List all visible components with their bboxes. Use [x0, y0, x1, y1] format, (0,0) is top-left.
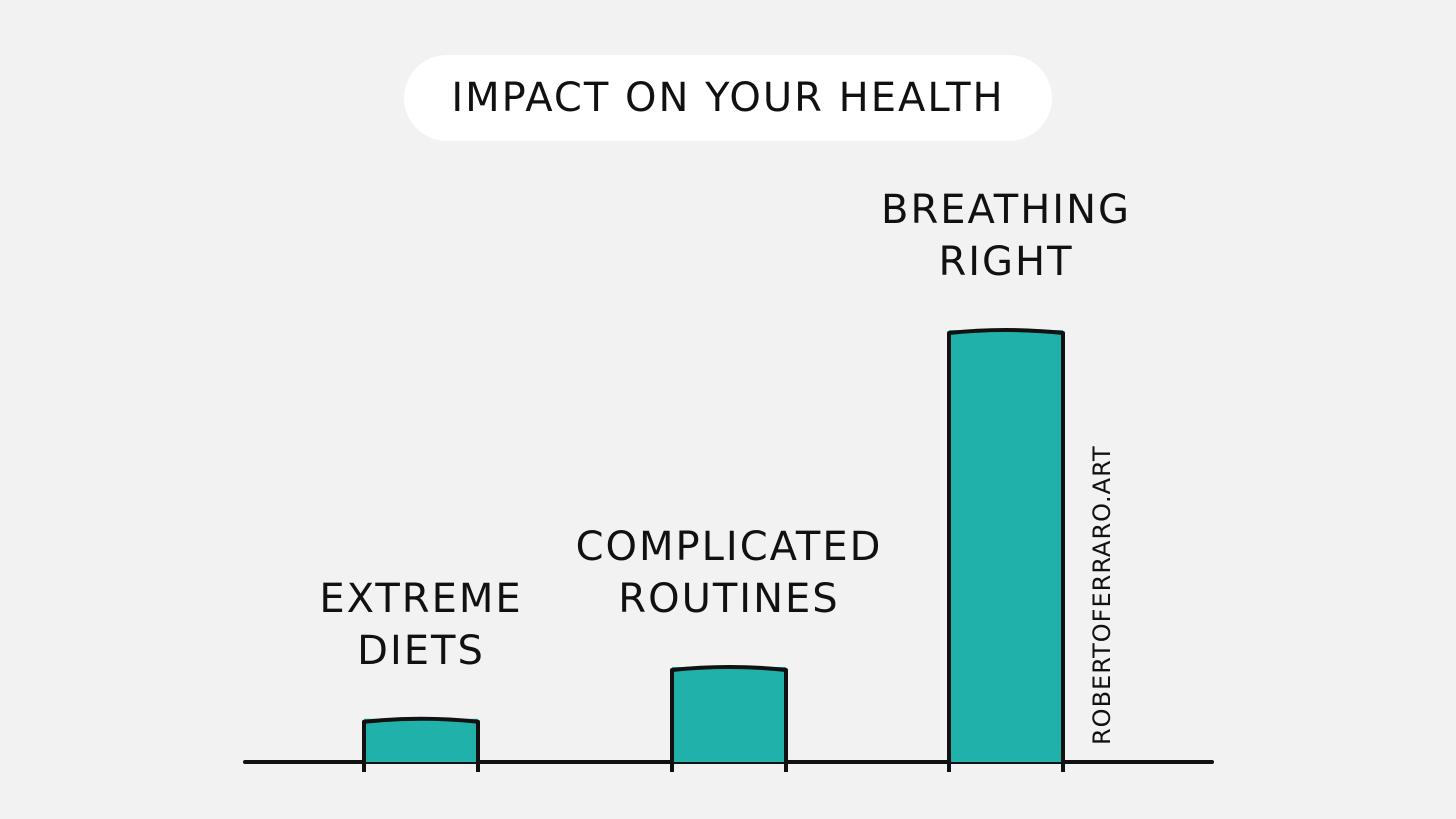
chart-title: IMPACT ON YOUR HEALTH — [404, 55, 1052, 141]
category-label: COMPLICATED ROUTINES — [575, 523, 883, 622]
bar — [949, 330, 1063, 762]
bar-outline — [947, 328, 1065, 772]
watermark: ROBERTOFERRARO.ART — [1088, 445, 1116, 745]
bar-outline — [362, 716, 480, 772]
bar — [672, 666, 786, 762]
category-label: EXTREME DIETS — [319, 575, 523, 674]
category-label: BREATHING RIGHT — [881, 187, 1131, 285]
bar — [364, 718, 478, 762]
bar-outline — [670, 664, 788, 772]
